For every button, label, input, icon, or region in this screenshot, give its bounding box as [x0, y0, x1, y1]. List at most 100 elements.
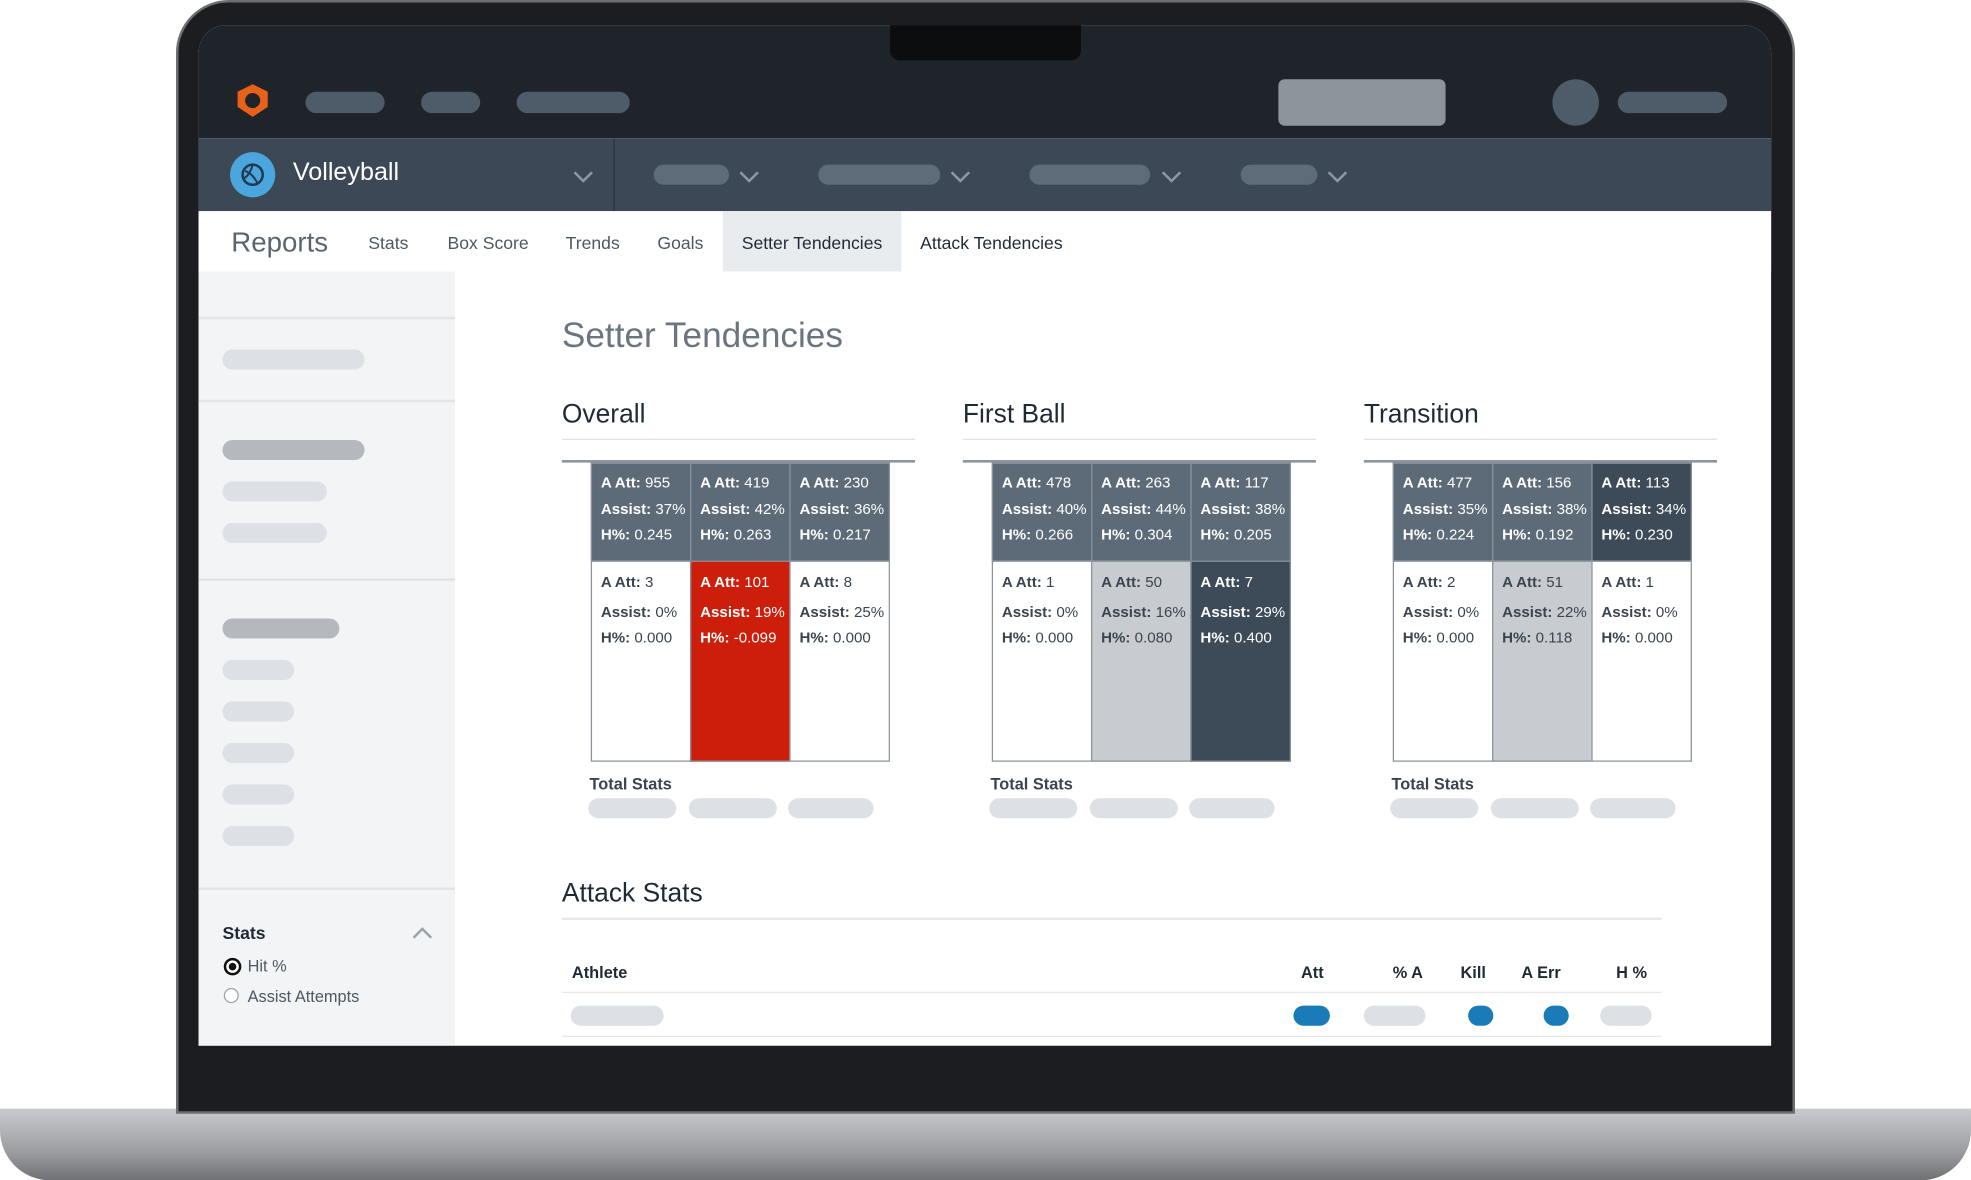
heat-cell[interactable]: A Att: 51 Assist: 22% H%: 0.118 [1492, 560, 1593, 762]
cell-line: H%: 0.400 [1200, 629, 1271, 647]
placeholder [1390, 798, 1479, 819]
cell-line: A Att: 1 [1002, 573, 1055, 591]
volleyball-icon [241, 163, 264, 187]
radio-label[interactable]: Hit % [247, 956, 287, 976]
cell-label: H%: [1402, 628, 1433, 647]
dropdown-chevron[interactable] [1326, 167, 1349, 183]
sport-name[interactable]: Volleyball [292, 158, 400, 187]
column-header[interactable]: H % [1616, 962, 1648, 982]
tab[interactable]: Setter Tendencies [741, 232, 883, 253]
cell-value: 0.000 [634, 628, 673, 647]
divider [613, 138, 615, 212]
panel-rule [1363, 438, 1718, 440]
radio[interactable] [223, 988, 239, 1004]
cell-label: H%: [1200, 628, 1230, 647]
placeholder [1363, 1005, 1426, 1026]
heat-cell[interactable]: A Att: 101 Assist: 19% H%: -0.099 [690, 560, 791, 762]
cell-label: Assist: [1601, 603, 1652, 621]
tab[interactable]: Goals [657, 232, 704, 253]
cell-value: 42% [754, 500, 785, 518]
placeholder [588, 798, 677, 819]
heat-cell[interactable]: A Att: 1 Assist: 0% H%: 0.000 [1591, 560, 1692, 762]
heat-cell[interactable]: A Att: 263 Assist: 44% H%: 0.304 [1091, 462, 1192, 562]
cell-value: -0.099 [733, 628, 777, 647]
heat-cell[interactable]: A Att: 230 Assist: 36% H%: 0.217 [789, 462, 890, 562]
cell-label: Assist: [1502, 500, 1553, 518]
radio[interactable] [223, 957, 242, 976]
collapse-chevron[interactable] [411, 924, 434, 939]
cell-value: 0.205 [1233, 525, 1272, 544]
dropdown-chevron[interactable] [738, 167, 761, 183]
heat-cell[interactable]: A Att: 955 Assist: 37% H%: 0.245 [590, 462, 692, 562]
dropdown-chevron[interactable] [1160, 167, 1183, 183]
tab[interactable]: Attack Tendencies [920, 232, 1063, 253]
cell-label: H%: [1101, 628, 1131, 647]
placeholder [788, 798, 874, 819]
lower-bezel [178, 1045, 1793, 1109]
cell-label: Assist: [1601, 500, 1652, 518]
placeholder [688, 798, 777, 819]
tab[interactable]: Stats [368, 232, 409, 253]
column-header[interactable]: Kill [1460, 962, 1486, 982]
rule [561, 917, 1662, 921]
heat-cell[interactable]: A Att: 7 Assist: 29% H%: 0.400 [1190, 560, 1291, 762]
column-header[interactable]: Att [1300, 962, 1324, 982]
page-title: Setter Tendencies [561, 315, 843, 355]
cell-value: 7 [1244, 573, 1253, 591]
cell-value: 51 [1546, 573, 1564, 591]
tab[interactable]: Box Score [447, 232, 529, 253]
cell-line: H%: 0.205 [1200, 525, 1271, 543]
heat-cell[interactable]: A Att: 3 Assist: 0% H%: 0.000 [590, 560, 692, 762]
cell-line: Assist: 40% [1002, 500, 1087, 518]
cell-line: A Att: 50 [1101, 573, 1162, 591]
cell-label: A Att: [799, 473, 840, 492]
cell-label: Assist: [700, 500, 751, 518]
heat-cell[interactable]: A Att: 8 Assist: 25% H%: 0.000 [789, 560, 890, 762]
column-header[interactable]: Athlete [571, 962, 628, 982]
cell-line: H%: 0.000 [1403, 629, 1474, 647]
cell-value: 955 [644, 473, 671, 492]
heat-cell[interactable]: A Att: 419 Assist: 42% H%: 0.263 [690, 462, 791, 562]
dropdown-chevron[interactable] [572, 167, 595, 183]
placeholder [222, 439, 365, 461]
cell-value: 50 [1145, 573, 1163, 591]
cell-label: H%: [600, 628, 631, 647]
cell-label: H%: [1001, 525, 1032, 544]
heat-cell[interactable]: A Att: 1 Assist: 0% H%: 0.000 [991, 560, 1093, 762]
cell-label: A Att: [1101, 573, 1142, 591]
placeholder [222, 618, 340, 639]
search-placeholder[interactable] [1278, 79, 1446, 126]
cell-label: H%: [700, 525, 730, 544]
cell-line: Assist: 37% [601, 500, 686, 518]
cell-label: A Att: [1001, 573, 1042, 591]
cell-label: H%: [799, 628, 829, 647]
cell-label: H%: [1601, 628, 1631, 647]
tab[interactable]: Trends [565, 232, 620, 253]
cell-line: A Att: 955 [601, 474, 670, 492]
radio-label[interactable]: Assist Attempts [247, 986, 360, 1006]
cell-line: Assist: 29% [1200, 603, 1285, 621]
cell-value: 478 [1045, 473, 1072, 492]
cell-value: 101 [744, 573, 770, 591]
dropdown-chevron[interactable] [949, 167, 972, 183]
heat-cell[interactable]: A Att: 117 Assist: 38% H%: 0.205 [1190, 462, 1291, 562]
cell-line: A Att: 1 [1601, 573, 1654, 591]
heat-cell[interactable]: A Att: 477 Assist: 35% H%: 0.224 [1392, 462, 1494, 562]
cell-label: H%: [700, 628, 730, 647]
cell-label: H%: [1001, 628, 1032, 647]
column-header[interactable]: A Err [1521, 962, 1561, 982]
nav-placeholder [305, 91, 385, 114]
placeholder [1089, 798, 1178, 819]
placeholder [1543, 1005, 1569, 1026]
heat-cell[interactable]: A Att: 478 Assist: 40% H%: 0.266 [991, 462, 1093, 562]
column-header[interactable]: % A [1392, 962, 1423, 982]
avatar[interactable] [1552, 79, 1599, 126]
cell-label: A Att: [1200, 473, 1241, 492]
heat-cell[interactable]: A Att: 156 Assist: 38% H%: 0.192 [1492, 462, 1593, 562]
heat-cell[interactable]: A Att: 113 Assist: 34% H%: 0.230 [1591, 462, 1692, 562]
cell-line: A Att: 263 [1101, 474, 1170, 492]
heat-cell[interactable]: A Att: 50 Assist: 16% H%: 0.080 [1091, 560, 1192, 762]
cell-value: 0% [655, 603, 678, 621]
total-label: Total Stats [990, 774, 1073, 794]
heat-cell[interactable]: A Att: 2 Assist: 0% H%: 0.000 [1392, 560, 1494, 762]
